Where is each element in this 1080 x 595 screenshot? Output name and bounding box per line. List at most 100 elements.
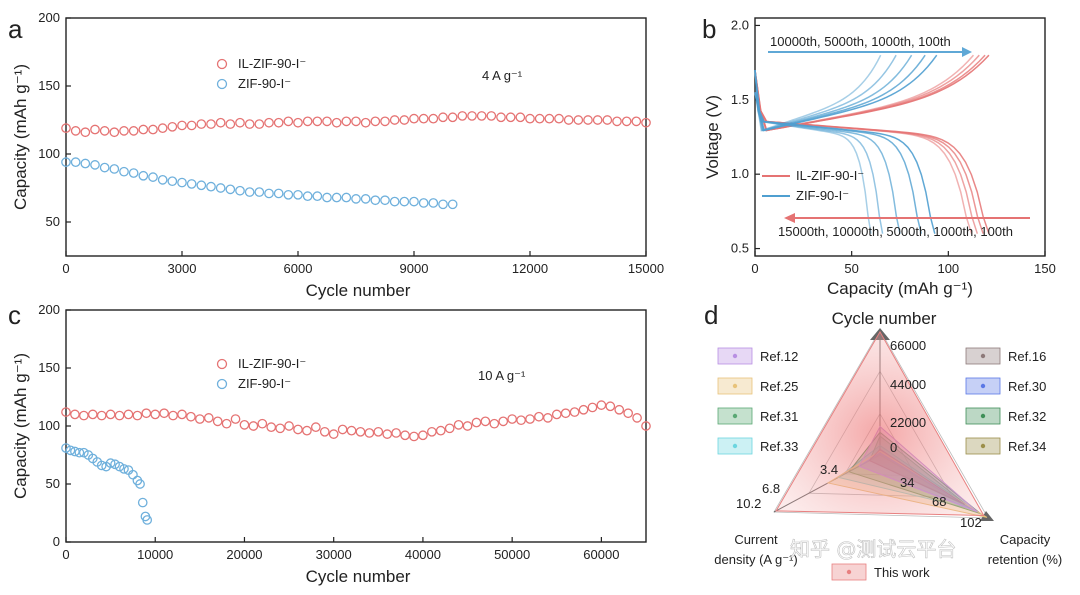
chart-a-xtick-label: 0	[62, 261, 69, 276]
chart-c-point-il	[319, 426, 330, 437]
radar-legend-label: Ref.33	[760, 439, 798, 454]
chart-c-point-il	[578, 404, 589, 415]
panel-label-c: c	[8, 300, 21, 330]
chart-c-legend-zif: ZIF-90-I⁻	[238, 376, 291, 391]
chart-a-frame	[65, 17, 647, 257]
radar-tick-cycle: 22000	[890, 415, 926, 430]
chart-a-point-il	[496, 112, 506, 123]
chart-a-legend-zif: ZIF-90-I⁻	[238, 76, 291, 91]
chart-a-point-zif	[157, 174, 168, 185]
chart-a-point-il	[554, 113, 564, 124]
chart-b-charge-curve	[754, 54, 926, 132]
chart-c-point-il	[453, 419, 464, 430]
chart-a-point-il	[302, 116, 313, 127]
chart-a-point-il	[235, 117, 245, 128]
radar-tick-cycle: 44000	[890, 377, 926, 392]
chart-a-point-il	[196, 119, 207, 129]
charge-arrow-head	[962, 47, 972, 57]
chart-c-point-il	[525, 414, 535, 424]
discharge-annotation: 15000th, 10000th, 5000th, 1000th, 100th	[778, 224, 1013, 239]
discharge-arrow-head	[784, 213, 795, 223]
chart-b-xtick-label: 100	[937, 261, 959, 276]
radar-tick-current: 10.2	[736, 496, 761, 511]
chart-a-point-zif	[225, 184, 236, 195]
chart-a-point-il	[128, 126, 139, 136]
chart-a-point-il	[293, 117, 303, 128]
chart-c-point-il	[230, 414, 241, 424]
chart-c: 0 10000 20000 30000 40000 50000 60000 0 50 100 150…	[11, 302, 651, 586]
chart-a-point-il	[167, 121, 178, 132]
chart-c-point-il	[177, 409, 187, 420]
chart-a-point-il	[380, 116, 390, 127]
chart-c-point-zif	[135, 479, 145, 489]
chart-a-point-il	[409, 113, 419, 124]
chart-a-point-il	[544, 113, 555, 124]
radar-axis-right-label-1: Capacity	[1000, 532, 1051, 547]
radar-legend-label: Ref.25	[760, 379, 798, 394]
chart-b-charge-curve	[754, 54, 986, 132]
chart-d: 66000 44000 22000 0 3.4 6.810.2 34 68 102 Cycle …	[714, 309, 1062, 581]
chart-b-charge-curve	[754, 54, 882, 132]
chart-c-point-il	[105, 409, 116, 420]
chart-a-point-zif	[447, 199, 458, 210]
chart-c-point-il	[641, 421, 651, 431]
chart-c-point-il	[248, 421, 259, 431]
chart-a-point-il	[534, 113, 545, 124]
chart-a-xtick-label: 9000	[400, 261, 429, 276]
chart-a-point-il	[206, 119, 216, 129]
radar-legend-dot	[732, 353, 738, 359]
chart-c-point-il	[632, 413, 642, 423]
chart-a-point-il	[225, 119, 236, 129]
chart-a-point-zif	[322, 192, 332, 203]
chart-c-point-il	[328, 429, 339, 439]
chart-c-xlabel: Cycle number	[306, 567, 411, 586]
chart-c-point-il	[78, 410, 89, 421]
radar-legend-label: This work	[874, 565, 930, 580]
radar-legend-dot	[846, 569, 852, 575]
chart-c-point-il	[132, 410, 143, 421]
chart-a-point-il	[525, 113, 535, 124]
chart-a-point-zif	[244, 187, 255, 197]
chart-b-ytick-label: 2.0	[731, 17, 749, 32]
panel-label-b: b	[702, 14, 716, 44]
chart-a-point-zif	[80, 158, 91, 169]
chart-a-point-il	[476, 111, 487, 121]
panel-label-d: d	[704, 300, 718, 330]
radar-axis-right-arrow	[980, 511, 994, 521]
chart-c-legend-zif-marker	[216, 378, 228, 390]
chart-c-point-il	[212, 416, 223, 427]
chart-c-point-il	[516, 415, 526, 426]
chart-a-point-il	[351, 116, 361, 127]
chart-a-point-il	[70, 126, 81, 136]
chart-c-point-il	[435, 425, 446, 436]
radar-tick-cycle: 66000	[890, 338, 926, 353]
radar-axis-top-label: Cycle number	[832, 309, 937, 328]
radar-tick-retention: 34	[900, 475, 914, 490]
chart-a-point-zif	[312, 191, 323, 202]
chart-c-point-il	[605, 401, 616, 412]
charge-annotation: 10000th, 5000th, 1000th, 100th	[770, 34, 951, 49]
chart-a-point-zif	[418, 198, 429, 208]
chart-c-point-zif	[137, 497, 148, 508]
chart-c-ytick-label: 150	[38, 360, 60, 375]
radar-legend-dot	[980, 353, 986, 359]
chart-c-xtick-label: 40000	[405, 547, 441, 562]
chart-a-point-zif	[438, 199, 448, 210]
chart-a-point-il	[283, 116, 294, 127]
chart-c-point-il	[444, 423, 455, 434]
chart-a-point-il	[457, 111, 468, 121]
radar-legend-label: Ref.30	[1008, 379, 1046, 394]
chart-a-xlabel: Cycle number	[306, 281, 411, 300]
chart-a-point-zif	[99, 162, 110, 173]
chart-a-point-il	[360, 117, 371, 128]
chart-c-point-il	[257, 418, 268, 429]
chart-a-xtick-label: 12000	[512, 261, 548, 276]
chart-a-point-zif	[177, 177, 187, 188]
chart-a-point-zif	[167, 176, 178, 187]
chart-a-point-zif	[138, 170, 149, 181]
chart-c-point-il	[534, 411, 544, 422]
chart-b-discharge-curve	[754, 70, 872, 234]
radar-tick-retention: 102	[960, 515, 982, 530]
chart-a-legend-il-marker	[216, 58, 228, 70]
chart-c-point-il	[337, 424, 348, 435]
